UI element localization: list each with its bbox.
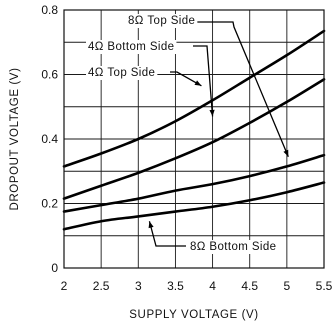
leader-line-4-top-side (170, 71, 202, 87)
x-tick-label: 5.5 (316, 279, 333, 293)
y-tick-label: 0.4 (41, 132, 58, 146)
series-label-8-top-side: 8Ω Top Side (128, 15, 195, 27)
plot-frame (63, 9, 325, 269)
y-tick-label: 0 (51, 261, 58, 275)
x-tick-label: 4 (209, 279, 216, 293)
series-line-4-bottom-side (62, 78, 326, 200)
leader-arrowhead (283, 149, 289, 157)
leader-arrowhead (209, 109, 215, 117)
x-axis-label: SUPPLY VOLTAGE (V) (129, 309, 258, 321)
x-tick-label: 3 (135, 279, 142, 293)
y-axis-label: DROPOUT VOLTAGE (V) (9, 67, 21, 210)
leader-line-8-top-side (197, 21, 289, 157)
series-label-background (86, 40, 177, 54)
series-line-8-bottom-side (62, 181, 326, 231)
series-label-4-top-side: 4Ω Top Side (88, 67, 155, 79)
y-tick-label: 0.2 (41, 197, 58, 211)
y-tick-label: 0.6 (41, 68, 58, 82)
annotation-layer: 8Ω Top Side 4Ω Bottom Side 4Ω Top Side 8Ω B… (86, 14, 289, 254)
x-tick-label: 5 (284, 279, 291, 293)
series-label-8-bottom-side: 8Ω Bottom Side (190, 241, 276, 253)
series-label-background (188, 240, 279, 254)
y-tick-label: 0.8 (41, 3, 58, 17)
leader-line-4-bottom-side (193, 45, 214, 117)
series-label-background (86, 66, 158, 80)
series-label-background (126, 14, 198, 28)
x-tick-label: 2.5 (93, 279, 110, 293)
x-tick-label: 3.5 (167, 279, 184, 293)
leader-arrowhead (194, 80, 202, 86)
x-tick-label: 2 (61, 279, 68, 293)
tick-label-layer: 2 2.5 3 3.5 4 4.5 5 5.5 0 0.2 0.4 0.6 0.8 (41, 3, 332, 293)
series-layer (62, 29, 326, 231)
series-label-4-bottom-side: 4Ω Bottom Side (88, 41, 174, 53)
leader-arrowhead (148, 221, 154, 229)
leader-line-8-bottom-side (148, 221, 186, 247)
series-line-4-top-side (62, 153, 326, 213)
x-tick-label: 4.5 (241, 279, 258, 293)
series-line-8-top-side (62, 29, 326, 168)
